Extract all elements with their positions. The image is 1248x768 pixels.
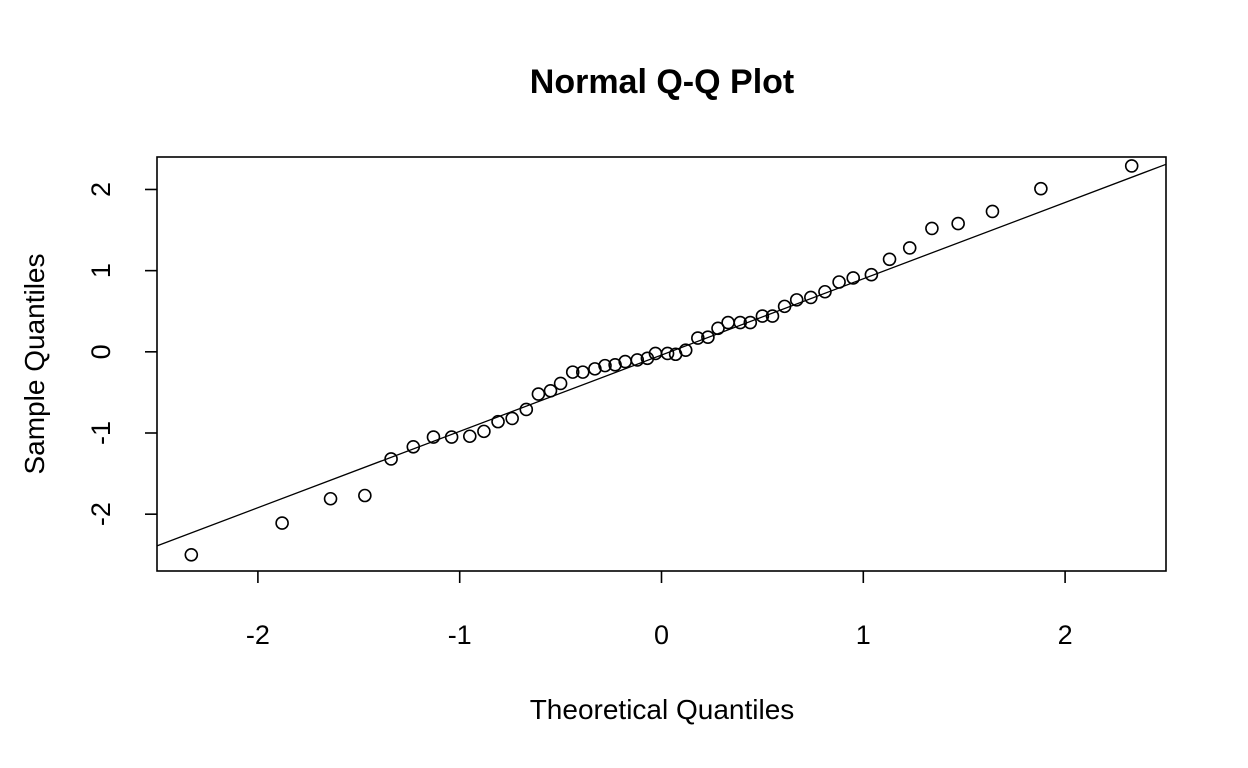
data-point-49 — [1034, 181, 1048, 196]
data-point-39 — [804, 290, 818, 305]
data-point-34 — [743, 315, 758, 330]
data-point-18 — [575, 365, 590, 379]
x-tick-label: 2 — [1058, 620, 1073, 650]
data-point-14 — [531, 387, 546, 401]
data-point-16 — [553, 376, 568, 391]
data-point-41 — [832, 275, 846, 289]
data-point-47 — [951, 216, 965, 231]
y-tick-label: -2 — [86, 502, 116, 526]
data-point-30 — [701, 330, 715, 345]
chart-title: Normal Q-Q Plot — [530, 63, 794, 101]
x-axis: -2 -1 0 1 2 — [246, 571, 1073, 650]
data-point-1 — [184, 547, 199, 562]
data-point-42 — [846, 271, 861, 285]
data-point-2 — [275, 516, 289, 530]
data-point-11 — [491, 414, 505, 429]
data-point-32 — [721, 315, 735, 330]
data-point-23 — [630, 353, 645, 367]
data-point-45 — [902, 241, 917, 255]
y-tick-label: 2 — [86, 182, 116, 197]
data-point-15 — [543, 383, 558, 398]
data-point-6 — [406, 439, 421, 454]
data-point-40 — [818, 284, 832, 299]
x-tick-label: 0 — [654, 620, 669, 650]
data-point-35 — [755, 309, 770, 323]
data-point-8 — [444, 430, 459, 444]
data-point-38 — [789, 293, 804, 307]
data-point-44 — [882, 252, 897, 267]
data-point-10 — [477, 424, 491, 439]
data-point-7 — [426, 430, 441, 444]
y-tick-label: 1 — [86, 263, 116, 278]
x-tick-label: 1 — [856, 620, 871, 650]
data-point-17 — [565, 365, 580, 379]
data-point-3 — [323, 491, 338, 506]
data-point-5 — [384, 452, 398, 466]
data-point-28 — [678, 343, 693, 358]
plot-frame — [156, 156, 1167, 572]
data-point-9 — [462, 429, 477, 444]
data-point-46 — [925, 221, 939, 236]
data-point-4 — [358, 488, 372, 503]
x-axis-label: Theoretical Quantiles — [530, 694, 795, 725]
data-point-13 — [519, 402, 534, 417]
data-point-12 — [505, 411, 519, 426]
data-point-50 — [1124, 159, 1139, 173]
data-point-20 — [598, 358, 612, 373]
x-tick-label: -2 — [246, 620, 270, 650]
data-point-48 — [985, 204, 1000, 219]
y-tick-label: 0 — [86, 344, 116, 359]
y-axis-label: Sample Quantiles — [19, 253, 50, 474]
y-tick-label: -1 — [86, 421, 116, 445]
data-point-37 — [777, 299, 792, 314]
points-layer — [184, 159, 1139, 562]
data-point-31 — [711, 321, 725, 336]
x-tick-label: -1 — [448, 620, 472, 650]
data-point-36 — [765, 309, 780, 323]
data-point-43 — [864, 267, 879, 282]
data-point-26 — [660, 346, 675, 361]
data-point-29 — [691, 331, 705, 345]
y-axis: -2 -1 0 1 2 — [86, 182, 157, 526]
data-point-33 — [733, 315, 748, 330]
